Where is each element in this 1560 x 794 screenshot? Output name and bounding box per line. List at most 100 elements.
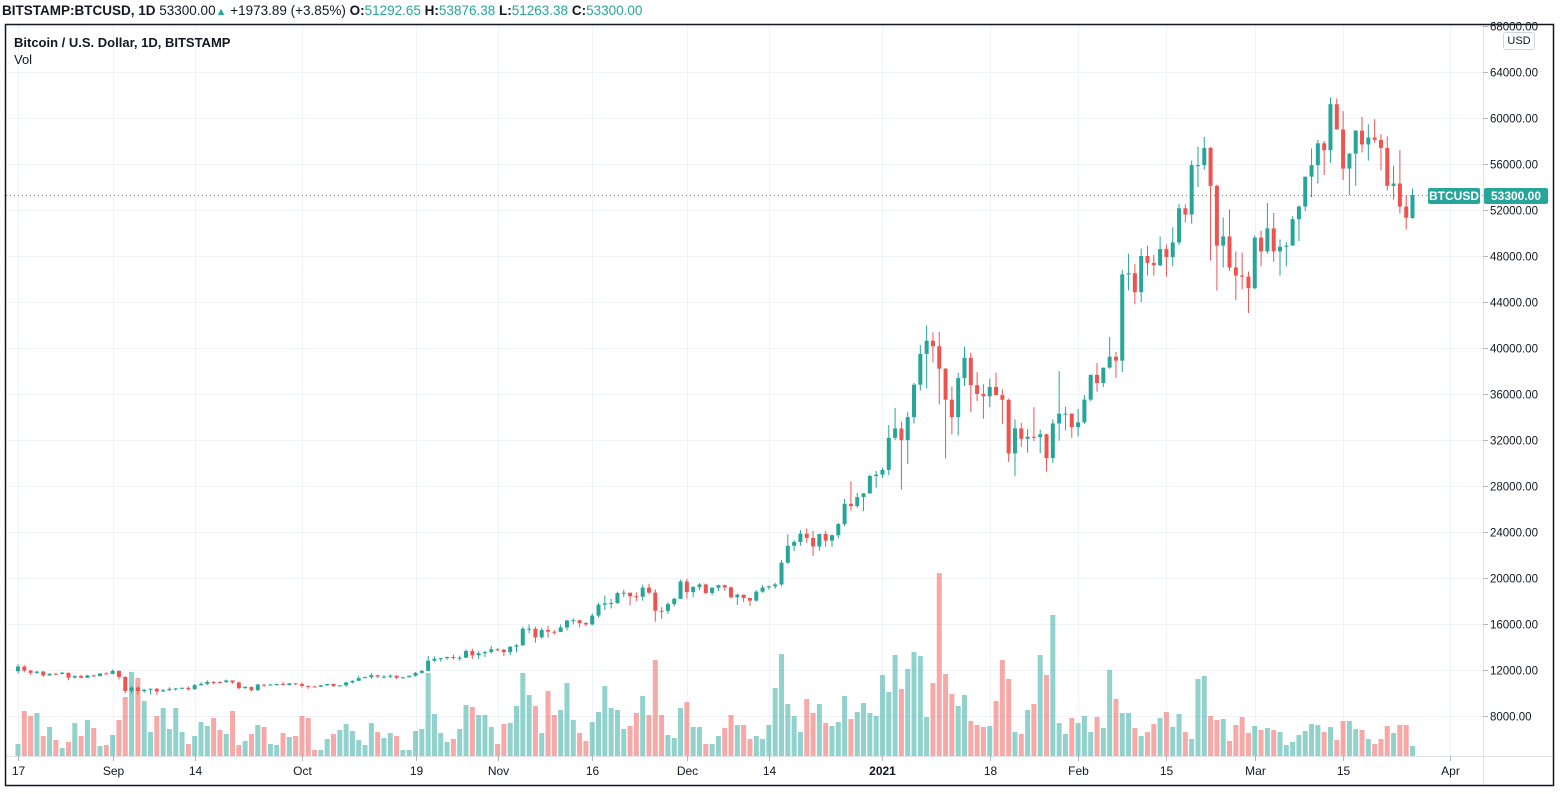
volume-bar xyxy=(1227,741,1233,756)
last-symbol-label: BTCUSD xyxy=(1428,188,1480,204)
candle-body xyxy=(1240,275,1245,277)
candle-body xyxy=(1227,236,1232,268)
candle xyxy=(1158,236,1163,267)
volume-bar xyxy=(703,744,709,756)
volume-bar xyxy=(892,655,898,756)
volume-bar xyxy=(867,713,873,756)
candle-body xyxy=(53,673,58,675)
candle xyxy=(912,382,917,424)
volume-bar xyxy=(1107,670,1113,756)
candle-body xyxy=(981,394,986,397)
candle-body xyxy=(1107,356,1112,368)
candle-body xyxy=(1177,208,1182,243)
price-axis[interactable]: 68000.0064000.0060000.0056000.0052000.00… xyxy=(1483,22,1538,724)
time-tick-label: 2021 xyxy=(869,764,896,778)
candle-body xyxy=(116,670,121,677)
candle-body xyxy=(1038,434,1043,438)
candle-body xyxy=(691,586,696,593)
volume-bar xyxy=(394,736,400,756)
volume-bar xyxy=(1410,746,1416,756)
candle-body xyxy=(697,584,702,587)
volume-bar xyxy=(248,734,254,756)
volume-bar xyxy=(1340,721,1346,756)
candle xyxy=(236,681,241,690)
candle xyxy=(167,687,172,691)
volume-bar xyxy=(873,716,879,756)
candle xyxy=(274,683,279,686)
time-axis[interactable]: 17 Sep 14 Oct 19 Nov 16 Dec 14 2021 18 Feb 15 Mar 15 Ap… xyxy=(12,756,1460,778)
candle-body xyxy=(1132,273,1137,293)
candle-body xyxy=(356,678,361,681)
time-tick-label: 17 xyxy=(12,764,26,778)
candle-body xyxy=(930,340,935,347)
candle-body xyxy=(1303,176,1308,207)
currency-button[interactable]: USD xyxy=(1503,32,1535,50)
candle xyxy=(1328,97,1333,163)
volume-bar xyxy=(943,674,949,756)
volume-bar xyxy=(583,741,589,756)
volume-bar xyxy=(785,704,791,756)
volume-bar xyxy=(1353,729,1359,756)
candle xyxy=(962,346,967,386)
volume-bar xyxy=(816,704,822,756)
volume-bar xyxy=(545,691,551,756)
last-price: 53300.00 xyxy=(159,3,216,18)
candle-body xyxy=(22,666,27,671)
volume-indicator-label[interactable]: Vol xyxy=(14,52,33,67)
volume-bar xyxy=(1189,739,1195,756)
candle-body xyxy=(1385,147,1390,186)
candle-body xyxy=(766,586,771,588)
candle-body xyxy=(564,620,569,628)
candle-body xyxy=(886,437,891,470)
volume-bar xyxy=(236,745,242,756)
price-tick-label: 48000.00 xyxy=(1490,252,1538,264)
candle xyxy=(192,683,197,690)
candle-body xyxy=(760,587,765,592)
candle xyxy=(1404,195,1409,230)
close-label: C: xyxy=(571,3,587,18)
candle xyxy=(1208,146,1213,261)
candle-body xyxy=(1012,428,1017,454)
volume-bar xyxy=(34,713,40,756)
candle xyxy=(123,676,128,693)
price-tick-label: 28000.00 xyxy=(1490,482,1538,494)
series-title[interactable]: Bitcoin / U.S. Dollar, 1D, BITSTAMP xyxy=(14,35,231,50)
candle-body xyxy=(1082,399,1087,423)
candle xyxy=(924,325,929,389)
candle-body xyxy=(773,584,778,587)
volume-bar xyxy=(1290,742,1296,756)
candle-body xyxy=(817,533,822,547)
volume-series xyxy=(15,573,1416,756)
candle xyxy=(211,681,216,685)
volume-bar xyxy=(223,734,229,756)
candle-body xyxy=(1063,413,1068,415)
candle xyxy=(1271,212,1276,262)
candle xyxy=(217,681,222,684)
candle xyxy=(445,656,450,660)
candle-body xyxy=(287,683,292,685)
candle xyxy=(994,372,999,396)
candle xyxy=(407,675,412,678)
volume-bar xyxy=(1208,716,1214,756)
price-tick-label: 40000.00 xyxy=(1490,344,1538,356)
candle xyxy=(1088,374,1093,402)
volume-bar xyxy=(343,724,349,756)
volume-bar xyxy=(135,678,141,756)
volume-bar xyxy=(1201,676,1207,756)
candle xyxy=(1057,371,1062,441)
volume-bar xyxy=(1031,704,1037,756)
candle xyxy=(205,680,210,686)
candle xyxy=(918,345,923,391)
volume-bar xyxy=(640,696,646,756)
volume-bar xyxy=(911,652,917,756)
candle-body xyxy=(779,562,784,585)
volume-bar xyxy=(1334,740,1340,756)
volume-bar xyxy=(741,725,747,756)
candle xyxy=(836,522,841,539)
candle-body xyxy=(1057,413,1062,424)
volume-bar xyxy=(1163,712,1169,756)
volume-bar xyxy=(633,713,639,756)
candle xyxy=(1296,205,1301,242)
candle xyxy=(672,597,677,607)
